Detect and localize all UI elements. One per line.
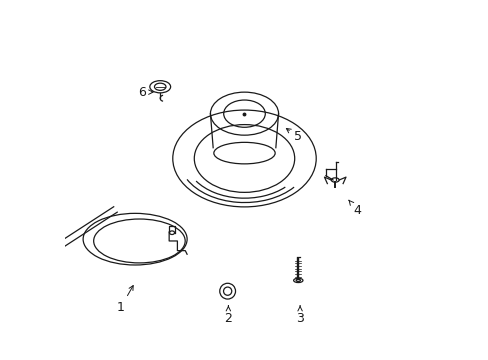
Text: 2: 2 (224, 306, 232, 325)
Text: 4: 4 (348, 200, 361, 217)
Text: 6: 6 (138, 86, 153, 99)
Text: 1: 1 (117, 285, 133, 314)
Text: 3: 3 (296, 306, 304, 325)
Text: 5: 5 (286, 129, 302, 144)
